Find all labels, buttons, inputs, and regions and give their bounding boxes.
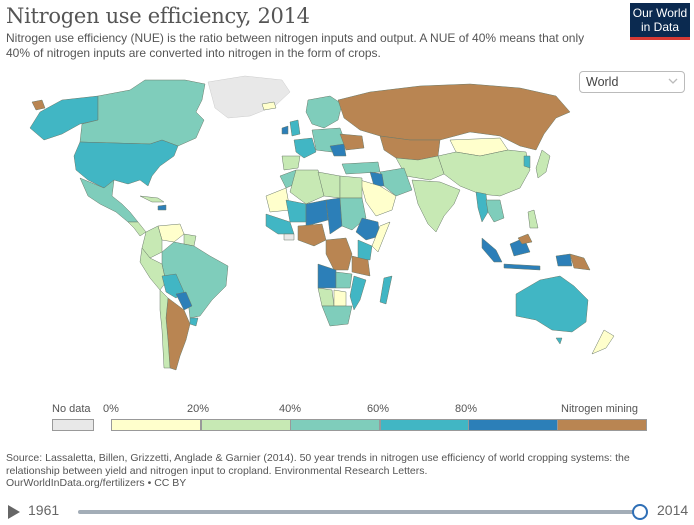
owid-logo[interactable]: Our World in Data xyxy=(630,3,690,40)
region-ireland[interactable] xyxy=(281,125,289,135)
region-somalia[interactable] xyxy=(371,221,391,253)
legend-label-40: 40% xyxy=(279,403,302,415)
region-japan[interactable] xyxy=(535,149,551,179)
region-peru[interactable] xyxy=(139,247,167,291)
region-iceland[interactable] xyxy=(261,101,277,111)
legend-swatch-40pct xyxy=(290,419,380,431)
legend-swatch-nitrogen-mining xyxy=(557,419,647,431)
map-legend: No data 0% 20% 40% 60% 80% Nitrogen mini… xyxy=(0,400,694,440)
region-madagascar[interactable] xyxy=(379,275,393,305)
region-cote-divoire[interactable] xyxy=(283,233,295,241)
region-philippines[interactable] xyxy=(527,209,539,229)
region-indonesia-islands[interactable] xyxy=(503,263,541,271)
region-botswana[interactable] xyxy=(333,289,347,307)
region-turkey[interactable] xyxy=(341,161,381,175)
region-southeast-asia[interactable] xyxy=(485,199,505,223)
legend-label-20: 20% xyxy=(187,403,210,415)
region-ethiopia[interactable] xyxy=(355,217,381,241)
region-uruguay[interactable] xyxy=(189,317,199,327)
region-alaska-islands[interactable] xyxy=(31,99,46,111)
region-zambia[interactable] xyxy=(335,271,353,289)
region-tasmania[interactable] xyxy=(555,337,563,345)
region-papua-new-guinea[interactable] xyxy=(569,253,591,271)
legend-label-60: 60% xyxy=(367,403,390,415)
chart-title: Nitrogen use efficiency, 2014 xyxy=(6,4,310,28)
region-saudi-arabia[interactable] xyxy=(359,179,397,217)
region-central-america[interactable] xyxy=(127,221,147,237)
region-selector-value: World xyxy=(586,75,619,89)
region-dr-congo[interactable] xyxy=(325,237,353,271)
timeline-handle[interactable] xyxy=(632,504,648,520)
region-scandinavia[interactable] xyxy=(305,95,343,129)
source-citation: Source: Lassaletta, Billen, Grizzetti, A… xyxy=(6,452,630,477)
region-selector[interactable]: World xyxy=(579,71,685,93)
region-united-states[interactable] xyxy=(73,139,179,189)
region-india[interactable] xyxy=(411,179,461,233)
region-malaysia-borneo[interactable] xyxy=(517,233,533,245)
timeline: 1961 2014 xyxy=(0,500,694,525)
region-sudan[interactable] xyxy=(339,197,367,231)
region-iraq[interactable] xyxy=(369,171,385,187)
legend-swatch-no-data xyxy=(52,419,94,431)
region-balkans[interactable] xyxy=(329,143,347,157)
legend-swatch-20pct xyxy=(201,419,291,431)
chevron-down-icon xyxy=(668,78,678,84)
region-mozambique[interactable] xyxy=(349,275,367,311)
region-uk[interactable] xyxy=(289,119,301,137)
region-haiti[interactable] xyxy=(157,204,167,211)
region-chile[interactable] xyxy=(159,289,171,369)
legend-swatch-0pct xyxy=(111,419,201,431)
logo-line-2: in Data xyxy=(640,20,680,34)
region-namibia[interactable] xyxy=(317,287,335,307)
region-mali[interactable] xyxy=(285,199,307,223)
region-south-africa[interactable] xyxy=(321,305,353,327)
region-france[interactable] xyxy=(293,137,317,159)
region-egypt[interactable] xyxy=(339,175,363,199)
region-nigeria[interactable] xyxy=(297,223,327,247)
region-niger[interactable] xyxy=(305,199,329,227)
timeline-track[interactable] xyxy=(78,510,640,514)
region-korea[interactable] xyxy=(523,155,531,169)
region-papua-indonesia[interactable] xyxy=(555,253,573,267)
timeline-end-year: 2014 xyxy=(657,502,689,518)
legend-swatch-80pct xyxy=(468,419,558,431)
region-alaska[interactable] xyxy=(29,95,99,141)
play-icon[interactable] xyxy=(8,505,20,519)
region-canada[interactable] xyxy=(79,79,206,147)
chart-subtitle: Nitrogen use efficiency (NUE) is the rat… xyxy=(6,31,585,60)
region-cuba[interactable] xyxy=(139,195,165,203)
region-spain[interactable] xyxy=(281,155,301,171)
region-paraguay[interactable] xyxy=(175,291,193,311)
region-chad[interactable] xyxy=(325,197,343,235)
region-greenland[interactable] xyxy=(207,75,291,119)
logo-line-1: Our World xyxy=(632,6,688,20)
region-china[interactable] xyxy=(437,149,531,197)
source-url[interactable]: OurWorldInData.org/fertilizers • CC BY xyxy=(6,477,187,489)
legend-swatch-60pct xyxy=(380,419,470,431)
legend-nitrogen-mining-label: Nitrogen mining xyxy=(561,403,639,415)
region-indonesia-sumatra[interactable] xyxy=(481,237,503,263)
region-australia[interactable] xyxy=(515,275,589,333)
region-new-zealand[interactable] xyxy=(591,329,615,355)
legend-no-data-label: No data xyxy=(52,403,91,415)
legend-label-0: 0% xyxy=(103,403,119,415)
region-algeria[interactable] xyxy=(289,169,325,205)
region-ukraine[interactable] xyxy=(339,133,365,151)
timeline-start-year: 1961 xyxy=(28,502,60,518)
region-mexico[interactable] xyxy=(79,177,139,223)
region-myanmar[interactable] xyxy=(475,191,489,223)
region-tanzania[interactable] xyxy=(351,255,371,277)
world-map[interactable] xyxy=(0,68,694,398)
source-note: Source: Lassaletta, Billen, Grizzetti, A… xyxy=(6,452,686,490)
region-kenya[interactable] xyxy=(357,239,373,261)
legend-label-80: 80% xyxy=(455,403,478,415)
